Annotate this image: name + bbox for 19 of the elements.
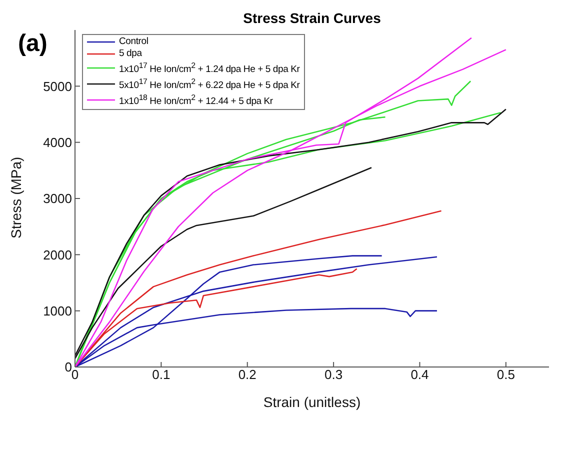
y-tick-label: 3000	[43, 191, 72, 206]
x-tick-label: 0.2	[238, 367, 256, 382]
legend-label: 5 dpa	[119, 48, 142, 60]
legend-label: 1x10$^{18}$ He Ion/cm$^{2}$ + 12.44 + 5 dpa Kr	[119, 92, 273, 108]
y-tick-label: 1000	[43, 303, 72, 318]
x-tick-label: 0.1	[152, 367, 170, 382]
legend-label: 5x10$^{17}$ He Ion/cm$^{2}$ + 6.22 dpa He + 5 dpa Kr	[119, 76, 300, 92]
legend-label: Control	[119, 36, 148, 48]
x-tick-label: 0.3	[324, 367, 343, 382]
y-tick-label: 2000	[43, 247, 72, 262]
chart-title: Stress Strain Curves	[242, 10, 382, 26]
y-tick-label: 5000	[43, 78, 72, 94]
legend-label: 1x10$^{17}$ He Ion/cm$^{2}$ + 1.24 dpa He + 5 dpa Kr	[119, 60, 300, 76]
y-axis-title: Stress (MPa)	[8, 156, 24, 238]
x-tick-label: 0.5	[496, 367, 515, 382]
text: (a)	[18, 30, 48, 58]
x-axis-title: Strain (unitless)	[263, 394, 361, 410]
x-tick-label: 0.4	[410, 367, 429, 382]
y-tick-label: 4000	[43, 134, 72, 150]
